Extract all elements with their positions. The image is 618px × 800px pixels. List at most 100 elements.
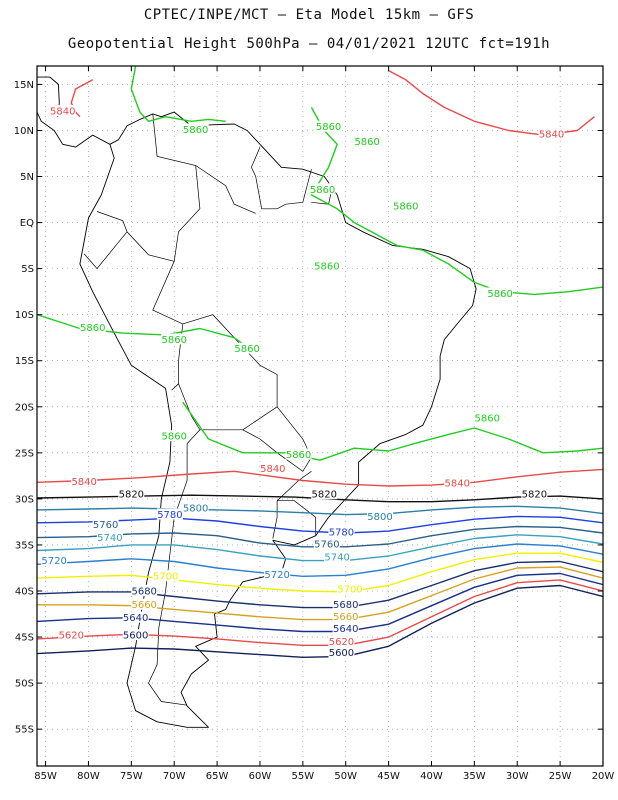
contour-label-bg <box>332 610 359 622</box>
contour-label: 5640 <box>333 624 358 635</box>
lat-tick-label: 40S <box>15 587 34 598</box>
contour-label: 5840 <box>71 477 96 488</box>
contour-label: 5720 <box>264 570 289 581</box>
contour-5860 <box>310 107 603 296</box>
country-border <box>148 429 201 706</box>
contour-label-bg <box>234 342 261 354</box>
map-title-line2: Geopotential Height 500hPa – 04/01/2021 … <box>67 36 551 52</box>
contour-label-bg <box>152 570 179 582</box>
contour-label-bg <box>309 183 336 195</box>
country-border <box>285 169 312 205</box>
contour-5840 <box>37 468 603 487</box>
contour-label-bg <box>313 259 340 271</box>
contour-label: 5760 <box>314 539 339 550</box>
contour-label-bg <box>328 646 355 658</box>
lon-tick-label: 40W <box>420 771 443 782</box>
contour-label: 5860 <box>393 201 418 212</box>
lat-tick-label: 45S <box>15 633 34 644</box>
axis-ticks: 15N 10N 5N EQ 5S 10S 15S 20S 25S 30S 35S 40S 45S 50S 5… <box>14 66 614 782</box>
country-border <box>195 165 256 214</box>
contour-5600 <box>37 584 603 658</box>
contour-label-bg <box>332 598 359 610</box>
contour-label-bg <box>41 554 68 566</box>
contour-label-bg <box>156 508 183 520</box>
country-border <box>182 314 278 431</box>
lat-tick-label: 25S <box>15 448 34 459</box>
contour-5840 <box>70 79 94 118</box>
contour-label: 5820 <box>312 490 337 501</box>
contour-label: 5600 <box>329 648 354 659</box>
contour-label: 5780 <box>157 510 182 521</box>
lon-tick-label: 75W <box>120 771 143 782</box>
coastline <box>37 111 111 148</box>
contour-label-bg <box>487 287 514 299</box>
contour-label-bg <box>122 629 149 641</box>
contour-label-bg <box>444 477 471 489</box>
country-border <box>126 113 201 262</box>
contour-label: 5860 <box>161 432 186 443</box>
contour-label-bg <box>118 488 145 500</box>
country-border <box>96 211 128 232</box>
contour-5860 <box>182 401 603 461</box>
contour-label: 5860 <box>316 122 341 133</box>
contour-label: 5860 <box>80 323 105 334</box>
contour-label: 5860 <box>475 413 500 424</box>
contour-label: 5700 <box>153 572 178 583</box>
contour-label-bg <box>538 128 565 140</box>
lon-tick-label: 60W <box>249 771 272 782</box>
contour-5840 <box>388 69 595 136</box>
lon-tick-label: 25W <box>549 771 572 782</box>
contour-label-bg <box>474 411 501 423</box>
contour-label-bg <box>324 550 351 562</box>
country-border <box>83 231 128 270</box>
lon-tick-label: 65W <box>206 771 229 782</box>
contour-label: 5820 <box>522 490 547 501</box>
contour-label: 5860 <box>161 335 186 346</box>
contour-label-bg <box>259 462 286 474</box>
contour-label: 5840 <box>539 130 564 141</box>
country-border <box>152 261 184 391</box>
lon-tick-label: 55W <box>292 771 315 782</box>
contour-label: 5860 <box>183 125 208 136</box>
contour-label: 5820 <box>119 490 144 501</box>
contour-5780 <box>37 515 603 534</box>
contour-label: 5840 <box>260 464 285 475</box>
lat-tick-label: 5S <box>21 264 34 275</box>
contour-label-bg <box>79 321 106 333</box>
contour-label-bg <box>332 622 359 634</box>
lat-tick-label: 10N <box>14 126 34 137</box>
contour-label: 5800 <box>367 512 392 523</box>
contour-label-bg <box>392 199 419 211</box>
coastline-and-borders <box>37 76 477 728</box>
contour-label-bg <box>315 120 342 132</box>
contour-label-bg <box>96 531 123 543</box>
contour-label-bg <box>131 598 158 610</box>
lon-tick-label: 50W <box>334 771 357 782</box>
contour-label-bg <box>131 584 158 596</box>
contour-label-bg <box>367 510 394 522</box>
contour-labels: 5840 5840 5860 5860 5860 5860 5860 5860 5860 5860… <box>41 105 565 659</box>
lat-tick-label: 30S <box>15 494 34 505</box>
contour-label-bg <box>354 135 381 147</box>
contour-label: 5860 <box>310 185 335 196</box>
contour-label-bg <box>49 105 76 117</box>
contour-label: 5860 <box>234 344 259 355</box>
lon-tick-label: 45W <box>377 771 400 782</box>
lat-tick-label: 35S <box>15 540 34 551</box>
country-border <box>242 406 312 472</box>
contour-label: 5860 <box>354 137 379 148</box>
contour-label: 5840 <box>50 107 75 118</box>
contour-label: 5640 <box>123 613 148 624</box>
contour-label: 5780 <box>329 527 354 538</box>
country-border <box>251 146 286 210</box>
lat-tick-label: EQ <box>20 218 34 229</box>
contour-5720 <box>37 543 603 577</box>
contour-5620 <box>37 579 603 646</box>
lat-tick-label: 5N <box>20 172 34 183</box>
contour-label: 5700 <box>337 585 362 596</box>
contour-label: 5680 <box>333 600 358 611</box>
contour-label-bg <box>182 123 209 135</box>
lat-tick-label: 55S <box>15 725 34 736</box>
contour-label: 5860 <box>487 289 512 300</box>
